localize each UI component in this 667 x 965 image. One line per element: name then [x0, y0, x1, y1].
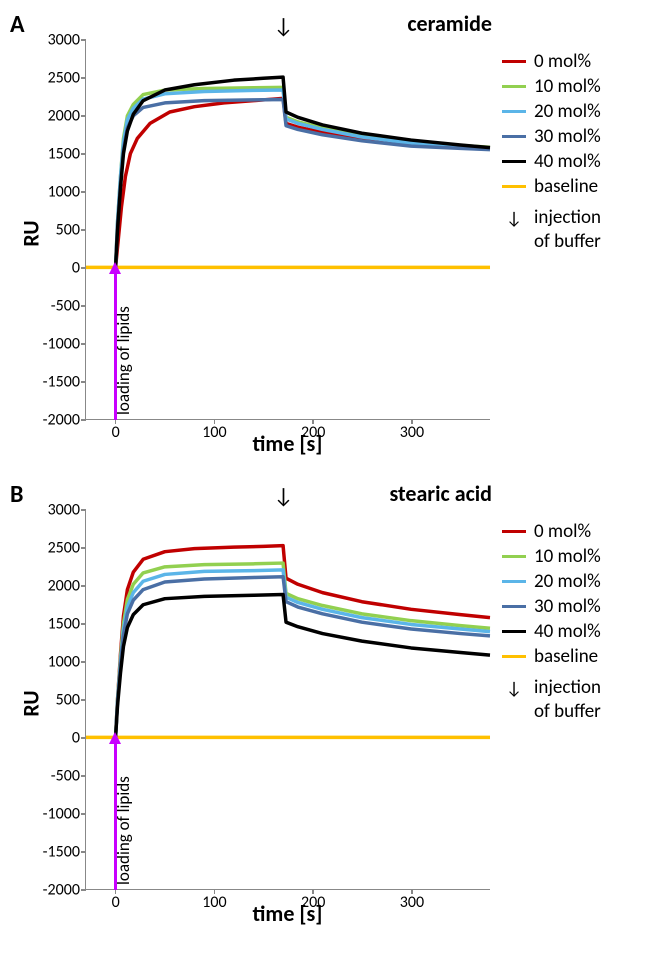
legend-swatch	[502, 655, 526, 659]
legend-item: baseline	[502, 645, 657, 668]
series-curve-1	[116, 87, 490, 267]
series-curve-4	[116, 595, 490, 738]
legend-label: 20 mol%	[534, 570, 601, 593]
injection-arrow-icon: ↓	[274, 12, 294, 39]
legend-arrow-label-2: of buffer	[502, 231, 657, 254]
chart-title: ceramide	[407, 10, 492, 37]
legend-item: 40 mol%	[502, 150, 657, 173]
legend-arrow-label: injection	[534, 676, 601, 699]
y-tick-label: -1000	[43, 335, 86, 354]
x-tick-mark	[312, 889, 314, 894]
x-tick-mark	[411, 889, 413, 894]
legend-label: 40 mol%	[534, 620, 601, 643]
legend-item: 40 mol%	[502, 620, 657, 643]
legend-label: baseline	[534, 175, 598, 198]
legend-label: baseline	[534, 645, 598, 668]
chart-title: stearic acid	[389, 480, 492, 507]
legend-swatch	[502, 60, 526, 64]
legend-item: 20 mol%	[502, 570, 657, 593]
legend-label: 0 mol%	[534, 50, 591, 73]
legend-item-arrow: ↓ injection	[502, 206, 657, 229]
x-tick-mark	[411, 419, 413, 424]
legend: 0 mol%10 mol%20 mol%30 mol%40 mol%baseli…	[502, 50, 657, 254]
injection-arrow-icon: ↓	[274, 482, 294, 509]
plot-area: -2000-1500-1000-500050010001500200025003…	[85, 510, 490, 890]
legend-item: 10 mol%	[502, 75, 657, 98]
down-arrow-icon: ↓	[502, 207, 526, 229]
y-tick-label: -2000	[43, 411, 86, 430]
legend-item: 20 mol%	[502, 100, 657, 123]
legend-swatch	[502, 160, 526, 164]
y-tick-label: -1500	[43, 373, 86, 392]
legend-item-arrow: ↓ injection	[502, 676, 657, 699]
legend-label: 40 mol%	[534, 150, 601, 173]
legend-item: 30 mol%	[502, 125, 657, 148]
curves-svg	[86, 510, 490, 889]
legend-swatch	[502, 605, 526, 609]
y-tick-label: -1000	[43, 805, 86, 824]
legend: 0 mol%10 mol%20 mol%30 mol%40 mol%baseli…	[502, 520, 657, 724]
legend-swatch	[502, 185, 526, 189]
legend-label: 10 mol%	[534, 545, 601, 568]
legend-label: 30 mol%	[534, 125, 601, 148]
legend-swatch	[502, 530, 526, 534]
y-tick-label: -2000	[43, 881, 86, 900]
plot-area: -2000-1500-1000-500050010001500200025003…	[85, 40, 490, 420]
x-tick-mark	[214, 419, 216, 424]
series-curve-2	[116, 90, 490, 267]
y-axis-label: RU	[18, 690, 45, 716]
legend-label: 30 mol%	[534, 595, 601, 618]
x-axis-label: time [s]	[85, 900, 490, 927]
y-axis-label: RU	[18, 220, 45, 246]
legend-item: baseline	[502, 175, 657, 198]
legend-arrow-label-2: of buffer	[502, 701, 657, 724]
series-curve-2	[116, 570, 490, 738]
legend-swatch	[502, 630, 526, 634]
x-tick-mark	[214, 889, 216, 894]
legend-label: 0 mol%	[534, 520, 591, 543]
legend-swatch	[502, 85, 526, 89]
legend-swatch	[502, 580, 526, 584]
y-tick-mark	[81, 419, 86, 421]
y-tick-mark	[81, 889, 86, 891]
chart-panel-A: Aceramide -2000-1500-1000-500050010001500…	[10, 10, 657, 470]
series-curve-4	[116, 77, 490, 267]
legend-item: 10 mol%	[502, 545, 657, 568]
curves-svg	[86, 40, 490, 419]
legend-label: 20 mol%	[534, 100, 601, 123]
legend-arrow-label: injection	[534, 206, 601, 229]
chart-panel-B: Bstearic acid -2000-1500-1000-50005001000…	[10, 480, 657, 940]
legend-swatch	[502, 555, 526, 559]
legend-swatch	[502, 110, 526, 114]
legend-item: 0 mol%	[502, 50, 657, 73]
legend-item: 0 mol%	[502, 520, 657, 543]
x-tick-mark	[312, 419, 314, 424]
x-axis-label: time [s]	[85, 430, 490, 457]
loading-label: loading of lipids	[113, 776, 134, 885]
down-arrow-icon: ↓	[502, 677, 526, 699]
legend-item: 30 mol%	[502, 595, 657, 618]
legend-label: 10 mol%	[534, 75, 601, 98]
y-tick-label: -1500	[43, 843, 86, 862]
panel-label: B	[10, 480, 23, 509]
loading-label: loading of lipids	[113, 306, 134, 415]
legend-swatch	[502, 135, 526, 139]
panel-label: A	[10, 10, 25, 39]
